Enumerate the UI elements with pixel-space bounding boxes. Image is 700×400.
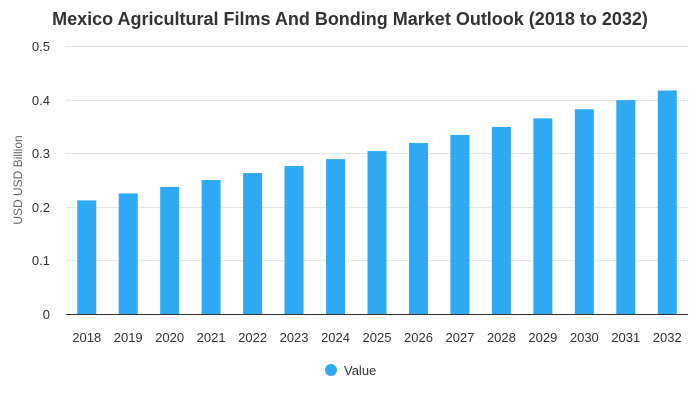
- bar-2030[interactable]: [574, 109, 594, 314]
- legend-label: Value: [344, 363, 376, 378]
- bar-2029[interactable]: [533, 118, 553, 314]
- x-tick-label: 2022: [238, 330, 267, 345]
- y-tick-label: 0.5: [32, 39, 50, 54]
- x-tick-label: 2026: [404, 330, 433, 345]
- bar-2024[interactable]: [326, 159, 346, 314]
- bar-2021[interactable]: [201, 180, 221, 314]
- bar-2023[interactable]: [284, 166, 304, 314]
- x-tick-label: 2019: [114, 330, 143, 345]
- x-tick-label: 2031: [611, 330, 640, 345]
- bar-2031[interactable]: [616, 100, 636, 314]
- bar-2025[interactable]: [367, 151, 387, 314]
- legend-marker: [325, 364, 337, 376]
- y-tick-label: 0.3: [32, 146, 50, 161]
- x-tick-label: 2023: [280, 330, 309, 345]
- legend[interactable]: Value: [325, 363, 376, 378]
- bar-2020[interactable]: [160, 186, 180, 314]
- y-tick-label: 0.2: [32, 200, 50, 215]
- x-tick-label: 2025: [363, 330, 392, 345]
- bar-2026[interactable]: [408, 143, 428, 314]
- x-tick-label: 2027: [445, 330, 474, 345]
- x-tick-label: 2030: [570, 330, 599, 345]
- x-tick-label: 2032: [653, 330, 682, 345]
- bar-2028[interactable]: [491, 126, 511, 314]
- bar-2027[interactable]: [450, 134, 470, 314]
- bar-2022[interactable]: [243, 173, 263, 314]
- chart-title: Mexico Agricultural Films And Bonding Ma…: [52, 9, 648, 29]
- bar-series: [77, 90, 677, 315]
- x-tick-label: 2018: [72, 330, 101, 345]
- bar-2032[interactable]: [657, 90, 677, 315]
- y-tick-label: 0: [43, 307, 50, 322]
- bar-2019[interactable]: [118, 193, 138, 314]
- x-axis-ticks: 2018 2019 2020 2021 2022 2023 2024 2025 2026 2027…: [72, 330, 681, 345]
- y-axis-label: USD USD Billion: [11, 135, 25, 224]
- bar-2018[interactable]: [77, 200, 97, 314]
- x-tick-label: 2020: [155, 330, 184, 345]
- y-tick-label: 0.1: [32, 253, 50, 268]
- x-tick-label: 2021: [197, 330, 226, 345]
- y-axis-ticks: 0 0.1 0.2 0.3 0.4 0.5: [32, 39, 50, 322]
- y-tick-label: 0.4: [32, 93, 50, 108]
- x-tick-label: 2029: [528, 330, 557, 345]
- x-tick-label: 2024: [321, 330, 350, 345]
- x-tick-label: 2028: [487, 330, 516, 345]
